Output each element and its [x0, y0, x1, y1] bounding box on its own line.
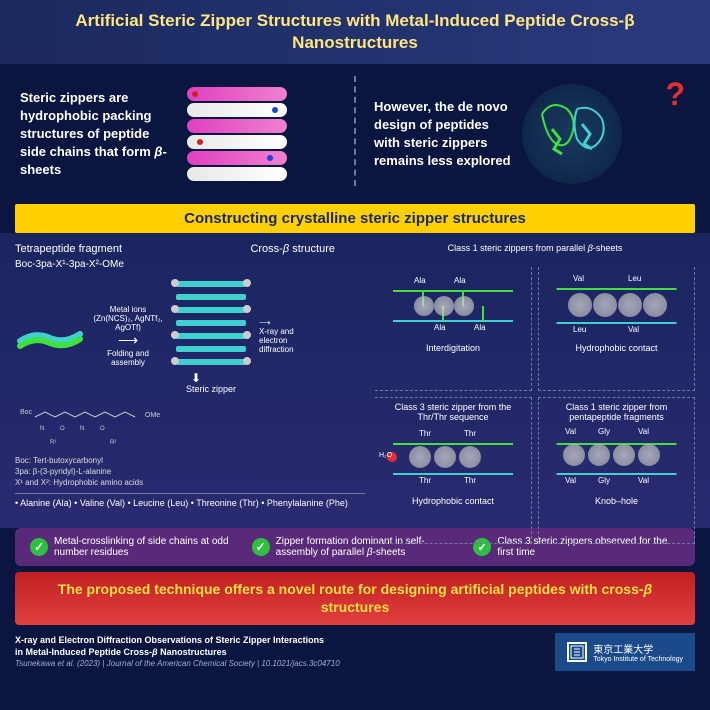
- xray-label: ⟶ X-ray and electron diffraction: [259, 318, 309, 354]
- svg-text:R²: R²: [110, 440, 116, 446]
- check-icon: ✓: [30, 538, 48, 556]
- footer: X-ray and Electron Diffraction Observati…: [0, 625, 710, 680]
- svg-text:N: N: [40, 426, 44, 432]
- intro-left-text: Steric zippers are hydrophobic packing s…: [20, 89, 170, 180]
- main-content: Tetrapeptide fragment Boc-3pa-X¹-3pa-X²-…: [0, 233, 710, 528]
- logo-icon: [567, 642, 587, 662]
- intro-section: Steric zippers are hydrophobic packing s…: [0, 64, 710, 204]
- svg-text:N: N: [80, 426, 84, 432]
- helix-graphic: [182, 79, 292, 189]
- main-title: Artificial Steric Zipper Structures with…: [0, 0, 710, 64]
- conclusion-banner: The proposed technique offers a novel ro…: [15, 572, 695, 624]
- finding-1: ✓ Metal-crosslinking of side chains at o…: [30, 536, 237, 558]
- zipper-class3: Class 3 steric zipper from the Thr/Thr s…: [375, 397, 532, 544]
- zipper-hydrophobic-1: Val Leu Leu Val Hydrophobic contact: [538, 267, 695, 391]
- metal-ions-label: Metal ions (Zn(NCS)₂, AgNTf₂, AgOTf) ⟶ F…: [93, 305, 163, 367]
- ribbon-graphic: [15, 316, 85, 356]
- cross-beta-label: Cross-β structure: [250, 243, 335, 266]
- svg-text:OMe: OMe: [145, 412, 160, 419]
- section-banner: Constructing crystalline steric zipper s…: [15, 204, 695, 233]
- svg-text:Boc: Boc: [20, 409, 33, 416]
- svg-text:O: O: [60, 426, 65, 432]
- 3pa-definition: 3pa: β-(3-pyridyl)-L-alanine: [15, 467, 365, 476]
- question-mark-icon: ?: [665, 76, 685, 113]
- footer-title: X-ray and Electron Diffraction Observati…: [15, 635, 340, 658]
- svg-text:R¹: R¹: [50, 440, 56, 446]
- protein-graphic: [522, 84, 622, 184]
- check-icon: ✓: [252, 538, 270, 556]
- chemical-structure: Boc N O N O OMe R¹ R²: [15, 402, 365, 454]
- boc-definition: Boc: Tert-butoxycarbonyl: [15, 456, 365, 465]
- svg-text:O: O: [100, 426, 105, 432]
- zipper-interdigitation: Ala Ala Ala Ala Interdigitation: [375, 267, 532, 391]
- amino-acid-list: • Alanine (Ala) • Valine (Val) • Leucine…: [15, 493, 365, 508]
- footer-citation: Tsunekawa et al. (2023) | Journal of the…: [15, 659, 340, 669]
- intro-right-text: However, the de novo design of peptides …: [374, 98, 514, 171]
- stack-graphic: ⬇ Steric zipper: [171, 276, 251, 396]
- tetrapeptide-formula: Boc-3pa-X¹-3pa-X²-OMe: [15, 259, 124, 270]
- x-definition: X¹ and X²: Hydrophobic amino acids: [15, 478, 365, 487]
- class1-header: Class 1 steric zippers from parallel β-s…: [375, 243, 695, 263]
- tetrapeptide-label: Tetrapeptide fragment: [15, 243, 124, 255]
- zipper-pentapeptide: Class 1 steric zipper from pentapeptide …: [538, 397, 695, 544]
- institution-logo: 東京工業大学 Tokyo Institute of Technology: [555, 633, 695, 671]
